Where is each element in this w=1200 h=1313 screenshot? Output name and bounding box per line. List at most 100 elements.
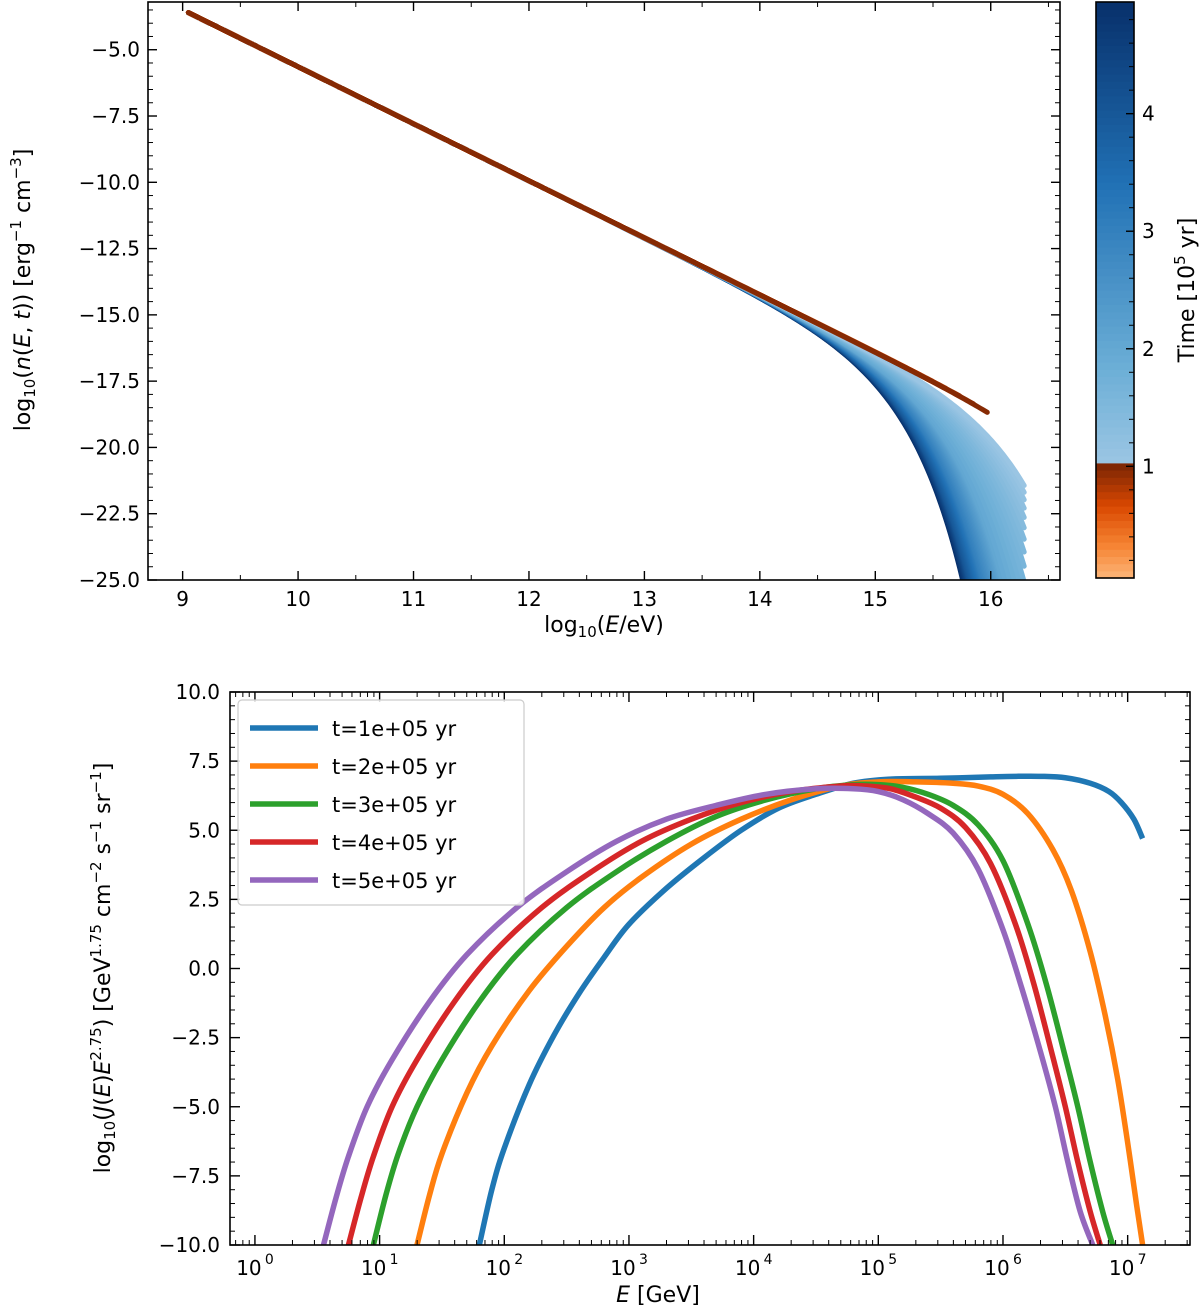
- colorbar-segment: [1096, 362, 1134, 370]
- colorbar-segment: [1096, 383, 1134, 392]
- x-tick-label: 10: [236, 1256, 261, 1280]
- spectrum-curve: [185, 10, 972, 580]
- spectrum-curve: [185, 10, 977, 580]
- spectrum-curve: [185, 10, 1003, 580]
- spectrum-curve: [185, 10, 990, 580]
- spectrum-curve: [185, 10, 984, 580]
- colorbar-segment: [1096, 254, 1134, 262]
- spectrum-curve: [185, 10, 966, 580]
- colorbar-segment: [1096, 225, 1134, 233]
- colorbar-segment: [1096, 369, 1134, 377]
- top-x-axis-label: log10(E/eV): [544, 613, 664, 641]
- spectrum-curve: [185, 10, 1018, 580]
- colorbar-segment: [1096, 311, 1134, 320]
- spectrum-curve: [185, 10, 968, 580]
- colorbar-segment: [1096, 239, 1134, 248]
- colorbar-segment: [1096, 246, 1134, 255]
- y-tick-label: −5.0: [171, 1095, 220, 1119]
- legend-label: t=4e+05 yr: [332, 831, 457, 855]
- colorbar-segment: [1096, 563, 1134, 572]
- spectrum-curve: [185, 10, 974, 580]
- y-tick-label: −10.0: [79, 170, 140, 194]
- legend-box: [237, 699, 525, 906]
- colorbar-segment: [1096, 30, 1134, 39]
- legend-label: t=3e+05 yr: [332, 793, 457, 817]
- top-y-axis-label: log10(n(E, t)) [erg−1 cm−3]: [7, 149, 39, 432]
- spectrum-curve: [185, 10, 1008, 580]
- colorbar-segment: [1096, 153, 1134, 161]
- spectrum-curve: [185, 10, 1027, 542]
- colorbar-segment: [1096, 203, 1134, 212]
- legend: t=1e+05 yr t=2e+05 yr t=3e+05 yr t=4e+05 yr…: [237, 699, 525, 906]
- legend-label: t=1e+05 yr: [332, 717, 457, 741]
- spectrum-curve: [185, 10, 1027, 531]
- colorbar-segment: [1096, 95, 1134, 104]
- colorbar-segment: [1096, 167, 1134, 176]
- spectrum-curve: [185, 10, 1027, 511]
- x-tick-label: 14: [747, 587, 772, 611]
- y-tick-label: 10.0: [175, 680, 220, 704]
- colorbar-tick-label: 4: [1142, 102, 1155, 126]
- x-tick-label: 10: [285, 587, 310, 611]
- spectrum-curve: [185, 10, 1013, 580]
- y-tick-label: −25.0: [79, 568, 140, 592]
- colorbar-segment: [1096, 23, 1134, 32]
- spectrum-curve: [185, 10, 1027, 580]
- spectrum-curve: [185, 10, 997, 580]
- colorbar-segment: [1096, 455, 1134, 464]
- colorbar-segment: [1096, 549, 1134, 557]
- x-tick-exponent: 5: [888, 1252, 897, 1268]
- spectrum-curve: [185, 10, 971, 580]
- colorbar-segment: [1096, 556, 1134, 565]
- colorbar-segment: [1096, 354, 1134, 363]
- colorbar-segment: [1096, 506, 1134, 514]
- x-tick-exponent: 2: [514, 1252, 523, 1268]
- spectrum-curve: [185, 10, 969, 580]
- spectrum-curve: [185, 10, 986, 580]
- top-x-ticks: 9 10 11 12 13 14 15 16: [176, 2, 1049, 611]
- colorbar-segment: [1096, 131, 1134, 140]
- colorbar-segment: [1096, 189, 1134, 197]
- colorbar-segment: [1096, 2, 1134, 10]
- colorbar-segment: [1096, 484, 1134, 493]
- colorbar-segment: [1096, 405, 1134, 413]
- colorbar-label: Time [105 yr]: [1171, 218, 1200, 364]
- colorbar-tick-label: 2: [1142, 337, 1155, 361]
- colorbar-segment: [1096, 333, 1134, 341]
- x-tick-label: 10: [984, 1256, 1009, 1280]
- bottom-x-axis-label: E [GeV]: [616, 1283, 700, 1308]
- x-tick-label: 16: [978, 587, 1003, 611]
- colorbar-segment: [1096, 275, 1134, 284]
- colorbar-segment: [1096, 138, 1134, 147]
- bottom-y-ticks: 10.0 7.5 5.0 2.5 0.0 −2.5 −5.0 −7.5 −10.0: [159, 680, 1190, 1257]
- spectrum-curve: [185, 10, 991, 580]
- colorbar-segment: [1096, 477, 1134, 485]
- colorbar-segment: [1096, 52, 1134, 61]
- spectrum-curve: [185, 10, 995, 580]
- legend-label: t=2e+05 yr: [332, 755, 457, 779]
- spectrum-curve: [185, 10, 981, 580]
- colorbar-segment: [1096, 570, 1134, 579]
- legend-label: t=5e+05 yr: [332, 869, 457, 893]
- colorbar-segment: [1096, 390, 1134, 399]
- top-plot-frame: [147, 1, 1061, 581]
- spectrum-curve: [185, 10, 1000, 580]
- spectrum-curve: [185, 10, 970, 580]
- bottom-curves: [320, 773, 1146, 1245]
- spectrum-curve: [185, 10, 1027, 555]
- y-tick-label: −7.5: [91, 104, 140, 128]
- spectrum-curve: [185, 10, 970, 580]
- colorbar-segment: [1096, 297, 1134, 305]
- spectrum-curve: [185, 10, 1005, 580]
- spectrum-curve: [185, 10, 979, 580]
- colorbar-segment: [1096, 470, 1134, 478]
- legend-items: t=1e+05 yr t=2e+05 yr t=3e+05 yr t=4e+05 yr…: [250, 717, 457, 893]
- spectrum-curve: [185, 10, 993, 580]
- colorbar-segment: [1096, 210, 1134, 219]
- colorbar-segment: [1096, 232, 1134, 241]
- spectrum-curve: [185, 10, 972, 580]
- x-tick-label: 10: [1109, 1256, 1134, 1280]
- colorbar-segment: [1096, 16, 1134, 25]
- spectrum-curve: [185, 10, 973, 580]
